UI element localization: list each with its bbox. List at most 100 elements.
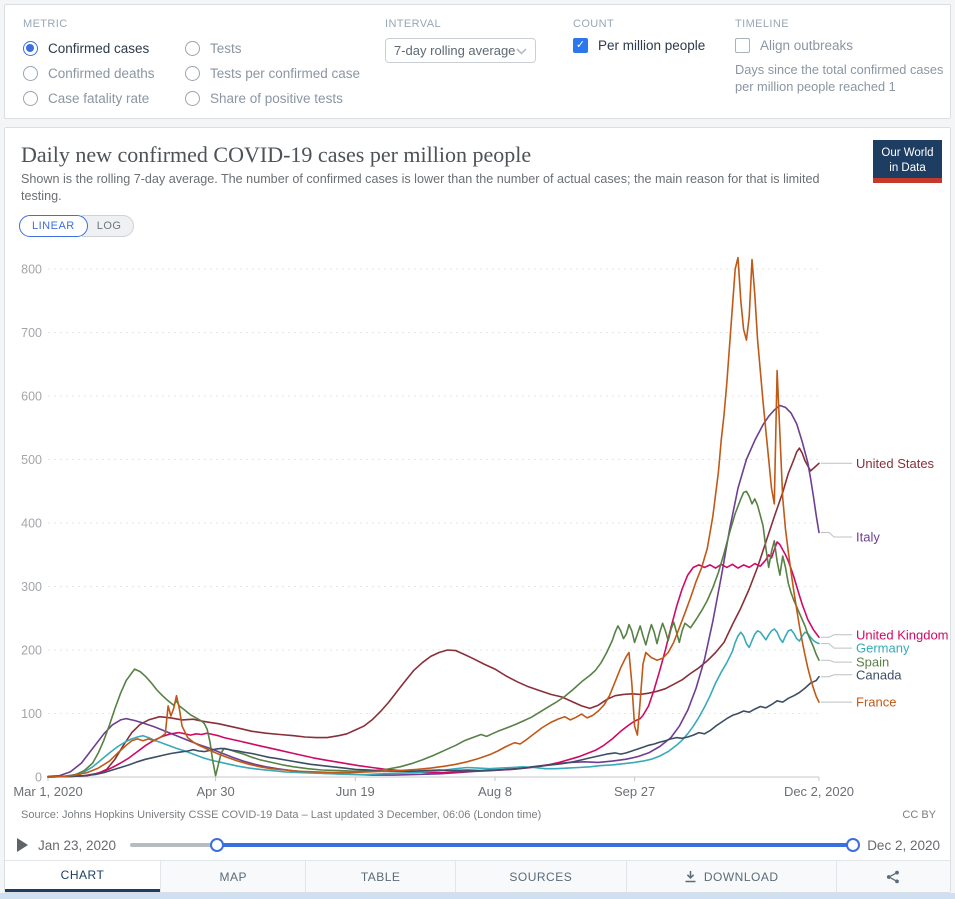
tab-table[interactable]: TABLE bbox=[305, 861, 455, 892]
log-scale-button[interactable]: LOG bbox=[81, 215, 135, 237]
y-tick-label-0: 0 bbox=[35, 771, 42, 785]
align-outbreaks-label: Align outbreaks bbox=[760, 38, 854, 53]
interval-select[interactable]: 7-day rolling average bbox=[385, 38, 536, 63]
x-tick-label-mar-1-2020: Mar 1, 2020 bbox=[13, 784, 82, 799]
owid-logo-line1: Our World bbox=[881, 147, 934, 159]
entity-label-connector bbox=[821, 659, 852, 663]
entity-label-connector bbox=[821, 532, 852, 538]
entity-label-united-kingdom[interactable]: United Kingdom bbox=[856, 627, 949, 642]
tab-share[interactable] bbox=[835, 861, 950, 892]
line-chart: 0 100 200 300 400 500 600 700 800 Mar 1, 2020 Apr … bbox=[13, 256, 949, 799]
metric-radio-share-of-positive-tests[interactable]: Share of positive tests bbox=[185, 86, 360, 111]
share-icon bbox=[886, 870, 900, 884]
tab-map[interactable]: MAP bbox=[159, 861, 306, 892]
source-text[interactable]: Source: Johns Hopkins University CSSE CO… bbox=[21, 809, 542, 821]
tab-label: TABLE bbox=[360, 869, 401, 884]
timeline-description: Days since the total confirmed cases per… bbox=[735, 62, 944, 95]
footer-tabs: CHART MAP TABLE SOURCES DOWNLOAD bbox=[5, 860, 950, 892]
owid-logo[interactable]: Our World in Data bbox=[873, 140, 942, 183]
tab-label: MAP bbox=[219, 869, 247, 884]
per-million-label: Per million people bbox=[598, 38, 706, 53]
x-tick-label-apr-30: Apr 30 bbox=[196, 784, 234, 799]
tab-label: DOWNLOAD bbox=[703, 869, 779, 884]
metric-radio-label: Share of positive tests bbox=[210, 91, 343, 106]
timeline-track-selected bbox=[216, 843, 854, 847]
series-line-canada bbox=[47, 675, 820, 778]
radio-icon bbox=[185, 91, 200, 106]
chart-figure-panel: Daily new confirmed COVID-19 cases per m… bbox=[4, 127, 951, 893]
x-tick-label-aug-8: Aug 8 bbox=[478, 784, 512, 799]
metric-radio-column-2: Tests Tests per confirmed case Share of po… bbox=[185, 36, 360, 111]
chart-title: Daily new confirmed COVID-19 cases per m… bbox=[21, 142, 532, 167]
metric-radio-label: Confirmed deaths bbox=[48, 66, 155, 81]
series-line-france bbox=[47, 256, 820, 778]
timeline-start-label[interactable]: Jan 23, 2020 bbox=[38, 837, 117, 853]
tab-label: CHART bbox=[60, 868, 105, 882]
entity-label-germany[interactable]: Germany bbox=[856, 641, 910, 656]
tab-chart[interactable]: CHART bbox=[5, 861, 160, 892]
entity-label-connector bbox=[821, 634, 852, 638]
checkbox-checked-icon: ✓ bbox=[573, 38, 588, 53]
license-text[interactable]: CC BY bbox=[902, 809, 936, 821]
entity-label-connector bbox=[821, 643, 852, 649]
chart-subtitle: Shown is the rolling 7-day average. The … bbox=[21, 172, 820, 203]
timeline-end-label[interactable]: Dec 2, 2020 bbox=[867, 837, 940, 853]
series-line-united-states bbox=[47, 447, 820, 778]
timeline-group-label: TIMELINE bbox=[735, 18, 789, 30]
linear-scale-button[interactable]: LINEAR bbox=[19, 215, 88, 237]
series-line-italy bbox=[47, 404, 820, 778]
metric-radio-tests[interactable]: Tests bbox=[185, 36, 360, 61]
series-line-spain bbox=[47, 490, 820, 778]
radio-selected-icon bbox=[23, 41, 38, 56]
entity-label-connector bbox=[821, 674, 852, 678]
x-tick-label-sep-27: Sep 27 bbox=[614, 784, 655, 799]
metric-radio-column-1: Confirmed cases Confirmed deaths Case fata… bbox=[23, 36, 155, 111]
entity-label-canada[interactable]: Canada bbox=[856, 667, 902, 682]
source-row: Source: Johns Hopkins University CSSE CO… bbox=[21, 809, 936, 821]
x-tick-label-jun-19: Jun 19 bbox=[336, 784, 375, 799]
entity-label-france[interactable]: France bbox=[856, 695, 896, 710]
x-tick-label-dec-2-2020: Dec 2, 2020 bbox=[784, 784, 854, 799]
y-tick-label-800: 800 bbox=[21, 263, 42, 277]
download-icon bbox=[684, 870, 697, 883]
entity-label-united-states[interactable]: United States bbox=[856, 456, 935, 471]
chart-controls-panel: METRIC Confirmed cases Confirmed deaths Ca… bbox=[4, 4, 951, 119]
metric-radio-confirmed-cases[interactable]: Confirmed cases bbox=[23, 36, 155, 61]
checkbox-unchecked-icon bbox=[735, 38, 750, 53]
radio-icon bbox=[185, 66, 200, 81]
timeline-handle-end[interactable] bbox=[846, 838, 861, 852]
radio-icon bbox=[185, 41, 200, 56]
scale-toggle: LINEAR LOG bbox=[19, 215, 135, 237]
tab-sources[interactable]: SOURCES bbox=[454, 861, 626, 892]
series-line-germany bbox=[47, 628, 820, 778]
bottom-accent-strip bbox=[0, 893, 955, 899]
interval-select-value: 7-day rolling average bbox=[394, 43, 516, 58]
y-tick-label-700: 700 bbox=[21, 326, 42, 340]
tab-download[interactable]: DOWNLOAD bbox=[625, 861, 836, 892]
metric-radio-tests-per-confirmed-case[interactable]: Tests per confirmed case bbox=[185, 61, 360, 86]
y-tick-label-300: 300 bbox=[21, 580, 42, 594]
series-line-united-kingdom bbox=[47, 541, 820, 778]
y-tick-label-200: 200 bbox=[21, 644, 42, 658]
align-outbreaks-checkbox[interactable]: Align outbreaks bbox=[735, 38, 853, 53]
metric-radio-confirmed-deaths[interactable]: Confirmed deaths bbox=[23, 61, 155, 86]
interval-group-label: INTERVAL bbox=[385, 18, 441, 30]
radio-icon bbox=[23, 91, 38, 106]
entity-label-spain[interactable]: Spain bbox=[856, 655, 889, 670]
metric-group-label: METRIC bbox=[23, 18, 68, 30]
metric-radio-label: Case fatality rate bbox=[48, 91, 150, 106]
per-million-checkbox[interactable]: ✓ Per million people bbox=[573, 38, 705, 53]
metric-radio-case-fatality-rate[interactable]: Case fatality rate bbox=[23, 86, 155, 111]
timeline-track[interactable] bbox=[130, 838, 861, 852]
entity-label-italy[interactable]: Italy bbox=[856, 529, 880, 544]
radio-icon bbox=[23, 66, 38, 81]
tab-label: SOURCES bbox=[509, 869, 573, 884]
y-tick-label-600: 600 bbox=[21, 390, 42, 404]
metric-radio-label: Tests bbox=[210, 41, 242, 56]
count-group-label: COUNT bbox=[573, 18, 615, 30]
timeline-slider-row: Jan 23, 2020 Dec 2, 2020 bbox=[17, 831, 940, 859]
metric-radio-label: Tests per confirmed case bbox=[210, 66, 361, 81]
play-icon[interactable] bbox=[17, 838, 28, 852]
timeline-handle-start[interactable] bbox=[209, 838, 224, 852]
y-tick-label-100: 100 bbox=[21, 707, 42, 721]
